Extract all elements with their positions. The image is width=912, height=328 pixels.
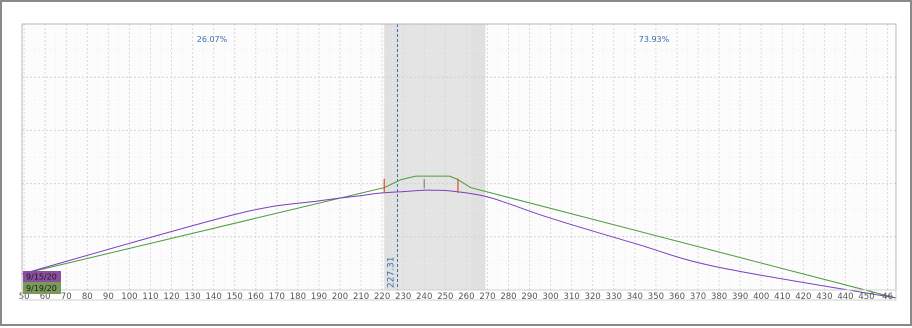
x-tick-label-41: 46 [882, 292, 893, 302]
expiry-date-1: 9/15/20 [26, 273, 57, 282]
x-tick-label-32: 370 [690, 292, 706, 302]
x-tick-label-24: 290 [521, 292, 537, 302]
x-tick-label-1: 60 [40, 292, 51, 302]
x-tick-label-38: 430 [816, 292, 832, 302]
x-tick-label-14: 190 [311, 292, 327, 302]
axis-box [21, 289, 897, 301]
x-tick-label-2: 70 [61, 292, 72, 302]
x-tick-label-19: 240 [416, 292, 432, 302]
x-tick-label-10: 150 [227, 292, 243, 302]
x-tick-label-20: 250 [437, 292, 453, 302]
x-tick-label-25: 300 [542, 292, 558, 302]
x-tick-label-21: 260 [458, 292, 474, 302]
x-tick-label-4: 90 [103, 292, 114, 302]
x-tick-label-16: 210 [353, 292, 369, 302]
x-tick-label-35: 400 [753, 292, 769, 302]
x-tick-label-0: 50 [19, 292, 30, 302]
x-tick-label-34: 390 [732, 292, 748, 302]
x-tick-label-7: 120 [163, 292, 179, 302]
x-tick-label-36: 410 [774, 292, 790, 302]
x-tick-label-3: 80 [82, 292, 93, 302]
expiry-badge-bottom [23, 282, 61, 294]
x-tick-label-15: 200 [332, 292, 348, 302]
x-tick-label-37: 420 [795, 292, 811, 302]
today-payoff-line [21, 189, 897, 299]
expiry-payoff-line [21, 175, 897, 299]
x-tick-label-8: 130 [184, 292, 200, 302]
x-tick-label-5: 100 [121, 292, 137, 302]
expiry-date-badge: 9/15/20 9/19/20 [23, 271, 61, 294]
x-tick-label-17: 220 [374, 292, 390, 302]
x-tick-label-33: 380 [711, 292, 727, 302]
expiry-badge-top [23, 271, 61, 282]
x-tick-label-40: 450 [858, 292, 874, 302]
x-tick-label-9: 140 [206, 292, 222, 302]
x-tick-label-18: 230 [395, 292, 411, 302]
expiry-date-2: 9/19/20 [26, 284, 57, 293]
x-tick-label-29: 340 [627, 292, 643, 302]
x-tick-label-28: 330 [606, 292, 622, 302]
current-price-label: 227.31 [387, 257, 397, 289]
x-tick-label-22: 270 [479, 292, 495, 302]
x-tick-label-27: 320 [585, 292, 601, 302]
right-percent-label: 73.93% [639, 35, 670, 44]
x-tick-label-30: 350 [648, 292, 664, 302]
x-tick-label-12: 170 [269, 292, 285, 302]
x-tick-label-11: 160 [248, 292, 264, 302]
x-tick-label-26: 310 [564, 292, 580, 302]
x-tick-label-13: 180 [290, 292, 306, 302]
x-tick-label-31: 360 [669, 292, 685, 302]
x-tick-label-39: 440 [837, 292, 853, 302]
x-tick-label-6: 110 [142, 292, 158, 302]
left-percent-label: 26.07% [197, 35, 228, 44]
x-tick-label-23: 280 [500, 292, 516, 302]
